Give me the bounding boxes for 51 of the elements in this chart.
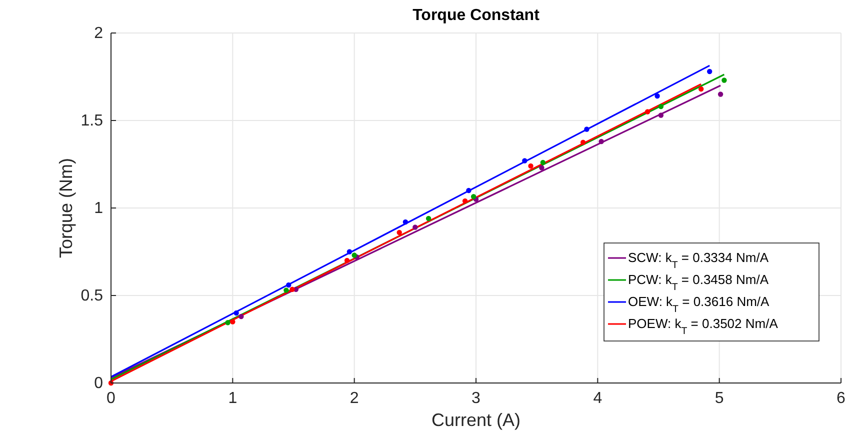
point	[644, 109, 650, 114]
point	[230, 319, 236, 324]
point	[654, 93, 660, 99]
legend-label: POEW: k$_{T}$ = 0.3502 Nm/A	[628, 316, 778, 336]
y-tick-label: 2	[94, 25, 104, 42]
point	[658, 104, 664, 110]
point	[234, 310, 239, 316]
legend-label: SCW: k$_{T}$ = 0.3334 Nm/A	[628, 250, 769, 270]
point	[225, 320, 230, 326]
point	[580, 140, 586, 145]
x-tick-label: 3	[472, 390, 481, 407]
legend-label: OEW: k$_{T}$ = 0.3616 Nm/A	[628, 294, 770, 314]
point	[522, 158, 528, 164]
point	[284, 288, 289, 293]
y-tick-label: 1	[94, 200, 104, 217]
x-tick-label: 6	[836, 390, 846, 407]
point	[539, 165, 544, 170]
point	[346, 249, 352, 254]
y-axis-title: Torque (Nm)	[56, 158, 76, 258]
point	[658, 112, 664, 118]
point	[598, 138, 604, 144]
point	[722, 78, 727, 83]
point	[352, 252, 357, 258]
point	[528, 163, 534, 169]
x-tick-label: 5	[714, 390, 724, 407]
point	[402, 219, 408, 225]
point	[412, 224, 418, 230]
point	[707, 68, 712, 74]
point	[584, 126, 590, 132]
point	[426, 216, 432, 222]
point	[344, 258, 350, 264]
point	[238, 314, 244, 320]
point	[286, 282, 292, 288]
x-tick-label: 0	[106, 390, 116, 407]
y-tick-label: 0.5	[80, 288, 104, 304]
x-tick-label: 4	[593, 390, 602, 407]
point	[470, 194, 476, 200]
legend-label: PCW: k$_{T}$ = 0.3458 Nm/A	[628, 272, 769, 292]
x-axis-title: Current (A)	[431, 410, 521, 430]
x-tick-label: 2	[350, 390, 359, 407]
point	[466, 188, 472, 194]
point	[540, 160, 546, 166]
point	[462, 198, 468, 204]
point	[290, 286, 295, 292]
point	[698, 86, 704, 92]
point	[718, 92, 724, 97]
y-tick-label: 0	[94, 375, 104, 392]
y-tick-label: 1.5	[80, 112, 104, 130]
x-tick-label: 1	[228, 390, 238, 407]
point	[396, 230, 402, 236]
chart-title: Torque Constant	[412, 7, 540, 24]
